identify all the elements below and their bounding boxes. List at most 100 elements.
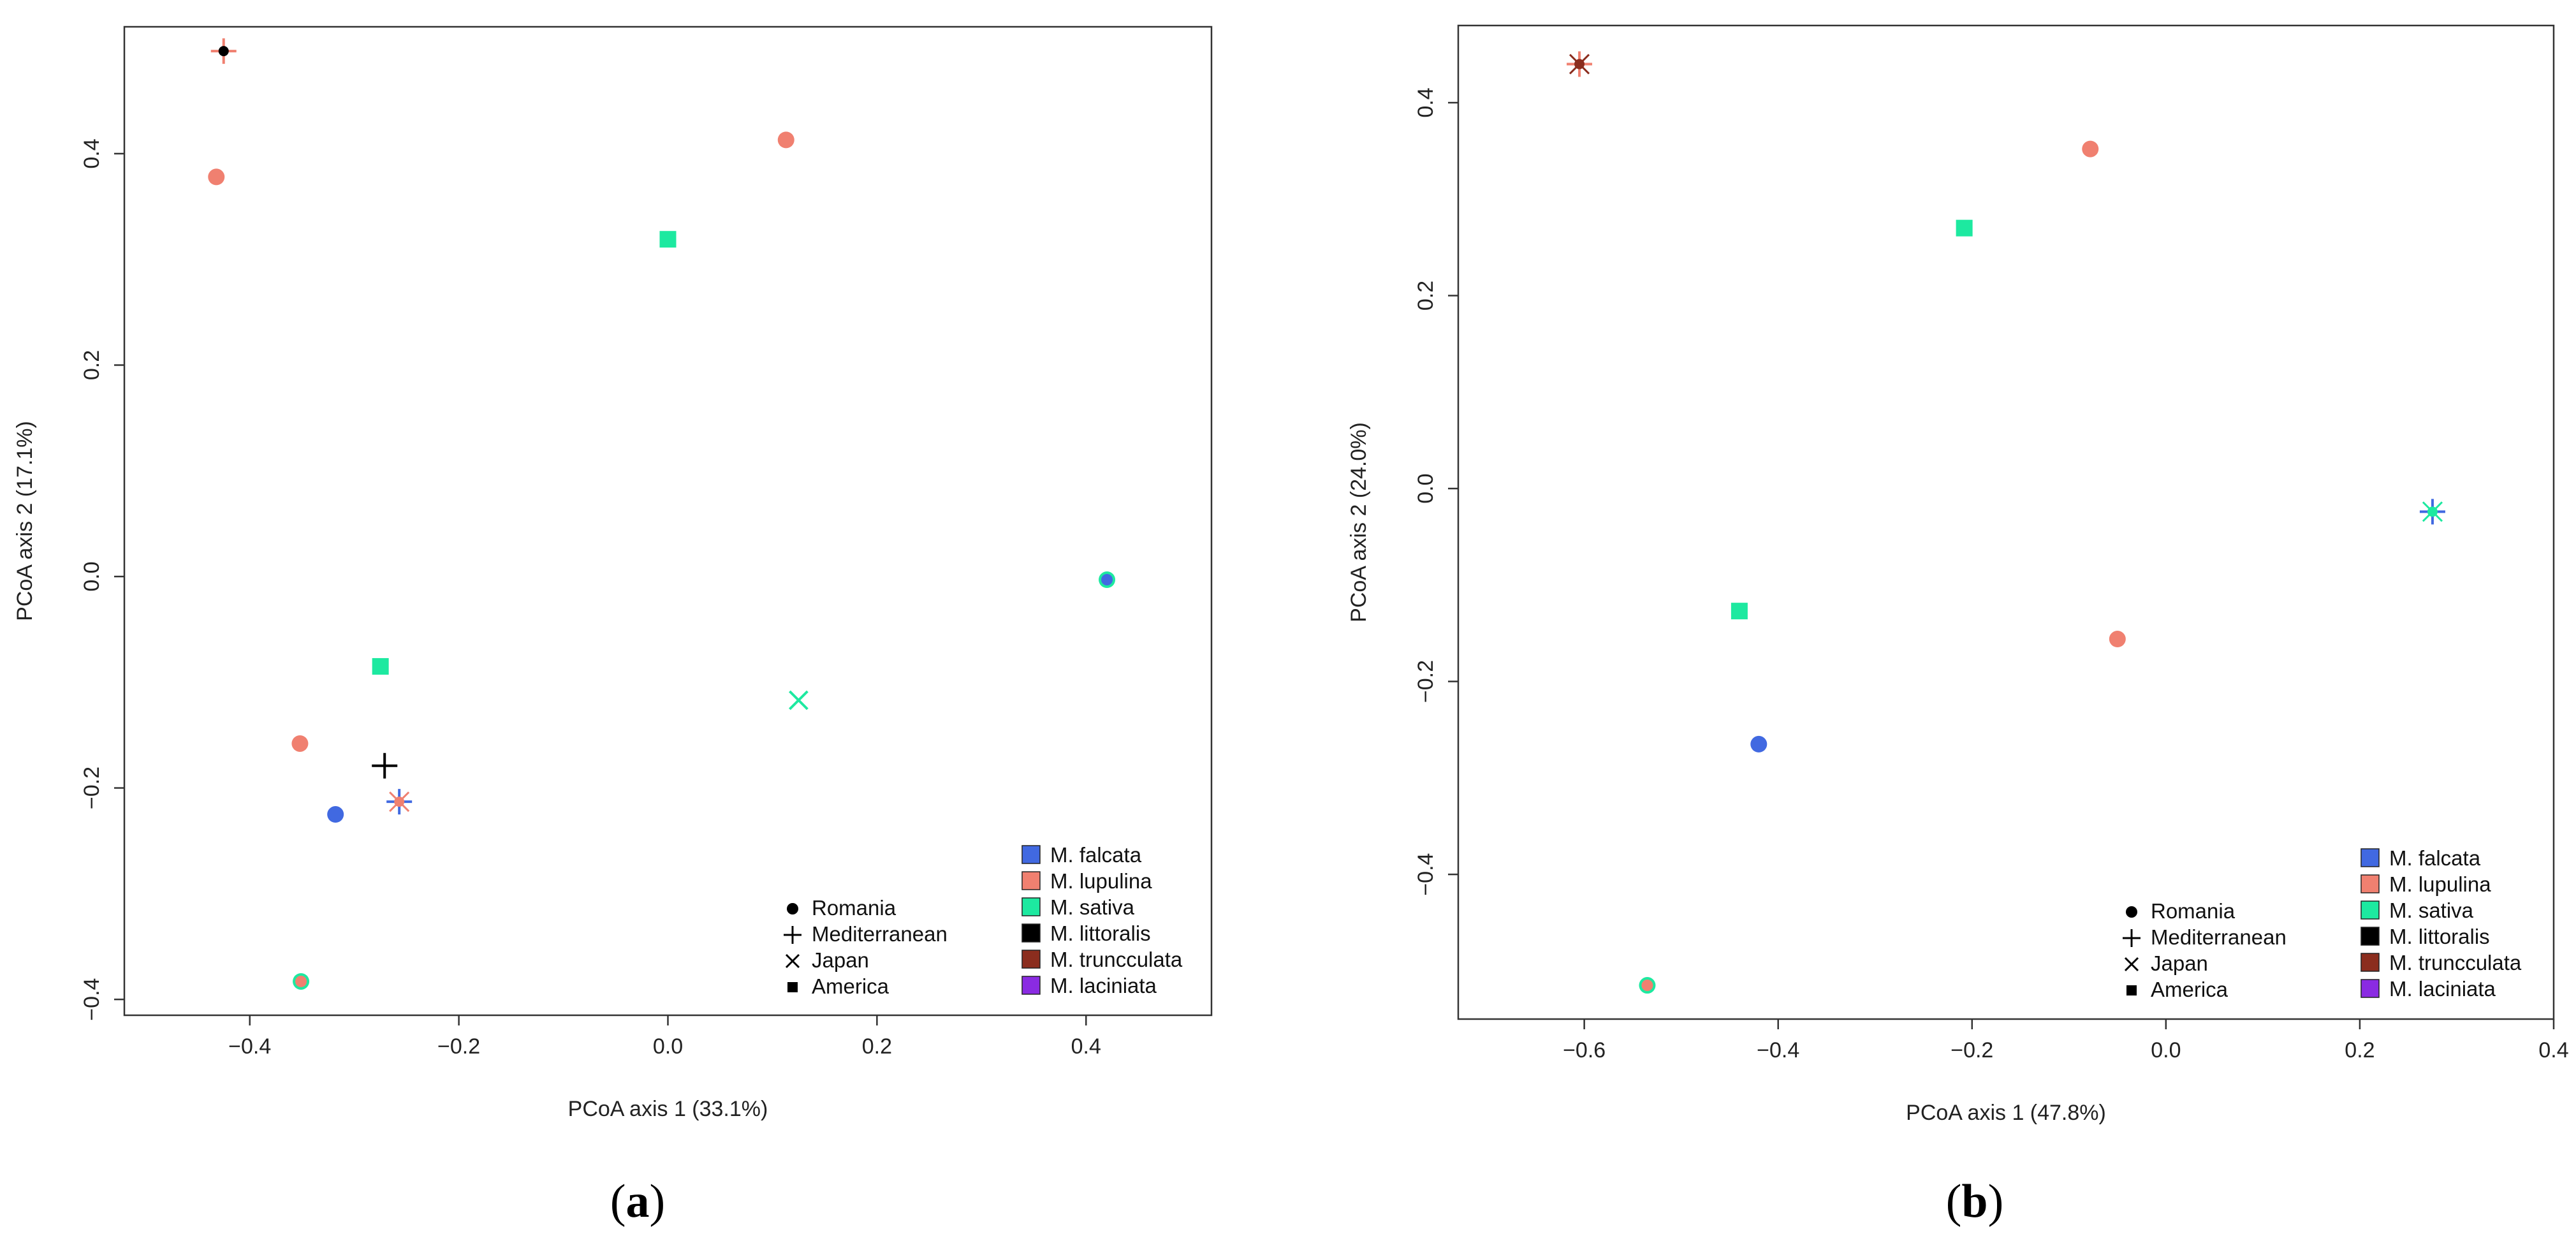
data-point-marker	[1750, 735, 1767, 753]
shape-legend-label: Japan	[812, 948, 869, 972]
data-point-overlay	[295, 975, 307, 987]
x-tick-label: 0.0	[2151, 1038, 2181, 1062]
color-legend-label: M. truncculata	[2389, 951, 2522, 974]
legend-cross-icon	[2124, 957, 2139, 972]
color-legend-item: M. laciniata	[1021, 974, 1157, 997]
data-point-marker	[291, 735, 309, 752]
plot-frame	[123, 26, 1213, 1017]
y-tick-label: 0.2	[1414, 281, 1438, 311]
panel-a: −0.4 −0.2 0.0 0.2 0.4 −0.4 −0.2 0.0 0.2 0.4 PCoA a…	[13, 26, 1213, 1228]
shape-legend-item: Mediterranean	[2123, 925, 2287, 949]
color-legend-item: M. laciniata	[2360, 977, 2496, 1001]
shape-legend-label: Mediterranean	[812, 922, 948, 946]
shape-legend-item: Japan	[2124, 951, 2208, 975]
data-point	[372, 657, 389, 675]
data-point-marker	[2082, 140, 2099, 158]
color-legend-label: M. truncculata	[1050, 948, 1183, 971]
x-tick-label: 0.2	[2345, 1038, 2375, 1062]
color-legend-item: M. lupulina	[2360, 872, 2491, 896]
y-tick-label: −0.4	[80, 978, 104, 1021]
shape-legend-item: Romania	[787, 896, 896, 920]
x-tick-label: −0.2	[437, 1034, 480, 1059]
legend-cross-icon	[785, 953, 800, 969]
data-point-marker	[327, 806, 344, 823]
legend-color-swatch	[2360, 900, 2380, 920]
legend-color-swatch	[2360, 953, 2380, 972]
color-legend-label: M. sativa	[1050, 895, 1135, 919]
legend-color-swatch	[2360, 848, 2380, 867]
shape-legend-label: Romania	[812, 896, 896, 920]
panel-caption-letter: a	[626, 1175, 650, 1228]
panel-caption-open: (	[610, 1175, 626, 1228]
y-tick-label: −0.2	[1414, 660, 1438, 703]
legend-color-swatch	[2360, 979, 2380, 998]
data-point-marker	[208, 168, 225, 186]
x-tick-label: 0.4	[2538, 1038, 2568, 1062]
data-point-marker	[777, 131, 794, 149]
legend-color-swatch	[1021, 871, 1041, 890]
color-legend-item: M. littoralis	[2360, 925, 2490, 948]
color-legend-label: M. laciniata	[1050, 974, 1157, 997]
shape-legend-label: Romania	[2151, 899, 2236, 923]
data-point	[1731, 603, 1748, 620]
y-axis-title: PCoA axis 2 (17.1%)	[13, 421, 37, 621]
legend-color-swatch	[1021, 976, 1041, 995]
color-legend-item: M. falcata	[1021, 843, 1142, 867]
shape-legend-label: Japan	[2151, 951, 2208, 975]
data-point-overlay	[1641, 980, 1653, 992]
color-legend-item: M. littoralis	[1021, 922, 1151, 945]
legend-color-swatch	[1021, 845, 1041, 864]
color-legend-label: M. sativa	[2389, 899, 2474, 922]
x-tick-label: −0.4	[228, 1034, 271, 1059]
legend-circle-icon	[2126, 906, 2137, 918]
panel-caption-close: )	[650, 1175, 666, 1228]
data-point-marker	[1956, 219, 1973, 237]
x-tick-label: −0.2	[1950, 1038, 1993, 1062]
legend-plus-icon	[2123, 929, 2141, 947]
color-legend-label: M. littoralis	[1050, 922, 1151, 945]
color-legend-label: M. lupulina	[1050, 869, 1152, 893]
data-point-overlay	[218, 46, 229, 57]
shape-legend-label: Mediterranean	[2151, 925, 2287, 949]
y-tick-label: 0.4	[1414, 87, 1438, 117]
color-legend-item: M. sativa	[1021, 895, 1135, 919]
color-legend-item: M. sativa	[2360, 899, 2474, 922]
panel-b: −0.6 −0.4 −0.2 0.0 0.2 0.4 −0.4 −0.2 0.0 0.2 0.4 PC…	[1347, 24, 2569, 1228]
color-legend-item: M. truncculata	[2360, 951, 2522, 974]
data-point-overlay	[1574, 59, 1585, 70]
x-tick-label: 0.2	[862, 1034, 892, 1059]
data-point	[1567, 51, 1593, 77]
data-point-overlay	[394, 797, 405, 807]
y-tick-label: 0.0	[1414, 473, 1438, 503]
plot-frame	[1457, 24, 2555, 1020]
data-point	[777, 131, 794, 149]
data-point-marker	[1731, 603, 1748, 620]
legend-color-swatch	[2360, 927, 2380, 946]
data-point-overlay	[2427, 506, 2438, 517]
x-tick-label: −0.4	[1757, 1038, 1799, 1062]
shape-legend-item: Romania	[2126, 899, 2236, 923]
y-tick-label: 0.2	[80, 350, 104, 380]
data-point	[386, 789, 413, 815]
panel-caption-close: )	[1988, 1175, 2004, 1228]
data-point	[2082, 140, 2099, 158]
data-point	[1750, 735, 1767, 753]
color-legend-item: M. falcata	[2360, 846, 2481, 870]
color-legend-item: M. lupulina	[1021, 869, 1152, 893]
data-point	[2109, 631, 2126, 648]
data-point-marker	[789, 690, 809, 710]
x-tick-label: −0.6	[1563, 1038, 1606, 1062]
legend-square-icon	[2126, 985, 2137, 995]
data-point	[293, 973, 310, 990]
shape-legend-item: Mediterranean	[784, 922, 948, 946]
shape-legend-item: Japan	[785, 948, 869, 972]
data-point	[659, 231, 677, 248]
data-point	[1099, 571, 1116, 589]
data-point-marker	[372, 753, 398, 779]
x-tick-label: 0.4	[1071, 1034, 1101, 1059]
panel-caption: (a)	[610, 1175, 665, 1228]
legend-square-icon	[787, 982, 798, 992]
legend-color-swatch	[1021, 923, 1041, 943]
legend-circle-icon	[787, 903, 798, 914]
